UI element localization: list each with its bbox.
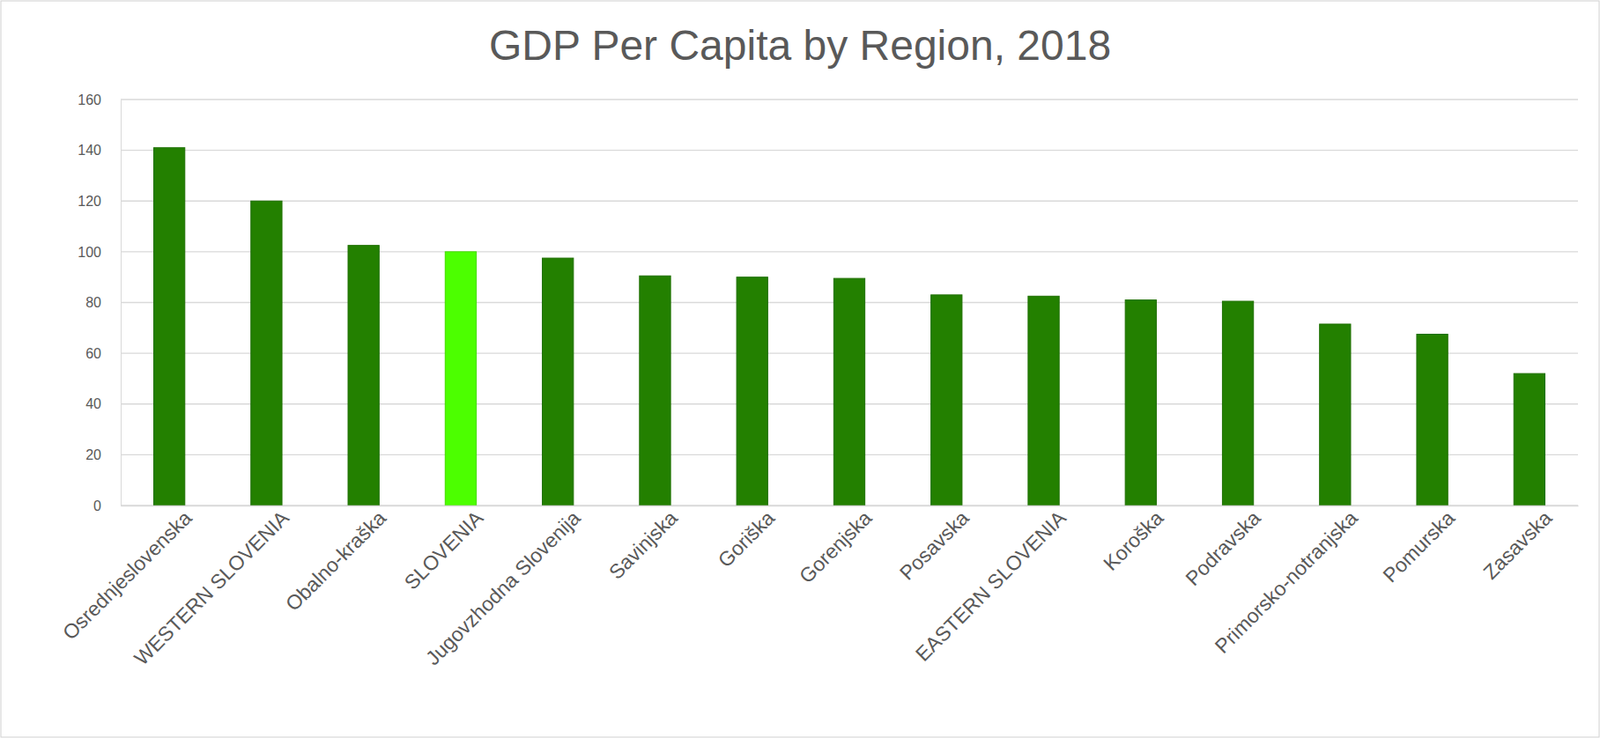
x-tick-label: Goriška [713,506,780,573]
x-tick: SLOVENIA [400,505,489,594]
y-tick: 60 [85,346,121,362]
bar [1319,324,1351,506]
x-tick: Podravska [1180,505,1265,591]
x-tick-label: Obalno-kraška [281,506,391,616]
bar [348,245,379,506]
x-tick-label: Podravska [1180,506,1265,591]
y-tick: 0 [93,498,121,514]
y-tick-label: 80 [85,295,102,311]
x-tick-label: Savinjska [604,506,682,585]
bar [444,251,476,506]
bars [153,148,1545,506]
bar [1028,296,1060,506]
grid [120,99,1578,506]
y-tick: 140 [77,142,121,158]
x-tick: WESTERN SLOVENIA [129,505,294,670]
x-tick: Goriška [713,505,780,572]
x-tick: Gorenjska [794,505,877,588]
y-tick: 160 [77,92,121,108]
x-tick: Jugovzhodna Slovenija [421,505,586,670]
x-tick: Koroška [1098,505,1168,576]
y-tick: 40 [85,396,121,412]
y-tick-label: 140 [77,142,102,158]
x-tick-label: Posavska [895,506,974,586]
bar [736,277,768,506]
grid-line [120,98,1578,100]
grid-line [120,251,1578,252]
bar [1125,300,1156,506]
chart-frame [0,0,1600,738]
grid-line [120,149,1578,151]
y-tick: 120 [77,193,121,209]
x-tick: Obalno-kraška [281,505,391,616]
y-tick-label: 60 [85,346,102,362]
x-tick-label: Koroška [1098,506,1168,576]
bar [833,278,865,506]
x-tick-label: EASTERN SLOVENIA [911,505,1072,667]
bar [1416,334,1448,506]
bar [639,275,671,506]
bar [931,295,963,506]
x-tick: EASTERN SLOVENIA [911,505,1072,667]
bar [251,200,282,506]
bar [153,148,185,506]
x-tick-label: SLOVENIA [400,505,489,594]
x-tick: Pomurska [1377,505,1460,587]
plot: 0 20 40 60 80 100 120 140 160 OsrednjeslovenskaWE… [58,92,1579,671]
title: GDP Per Capita by Region, 2018 [488,22,1112,69]
x-tick-label: Jugovzhodna Slovenija [421,506,586,671]
x-tick-label: Primorsko-notranjska [1210,506,1363,659]
x-tick: Savinjska [604,505,682,585]
x-axis: OsrednjeslovenskaWESTERN SLOVENIAObalno-… [58,505,1579,670]
grid-line [120,200,1578,202]
y-tick-label: 0 [93,498,102,514]
y-tick: 20 [85,447,121,463]
y-axis-line [120,100,122,507]
y-axis: 0 20 40 60 80 100 120 140 160 [77,92,121,514]
y-tick: 80 [85,295,121,311]
bar [1222,301,1253,506]
y-tick-label: 100 [77,244,102,260]
x-tick-label: Zasavska [1478,506,1556,585]
y-tick-label: 20 [85,447,102,463]
x-axis-line [121,505,1579,507]
x-tick-label: WESTERN SLOVENIA [129,505,294,670]
x-tick-label: Pomurska [1377,506,1460,588]
y-tick: 100 [77,244,121,260]
y-tick-label: 160 [77,92,102,108]
chart: 0 20 40 60 80 100 120 140 160 OsrednjeslovenskaWE… [0,0,1600,738]
bar [1513,373,1545,506]
x-tick: Primorsko-notranjska [1210,505,1363,659]
x-tick-label: Gorenjska [794,506,877,589]
y-tick-label: 120 [77,193,102,209]
x-tick: Posavska [895,505,974,586]
x-tick: Zasavska [1478,505,1556,585]
bar [542,258,574,506]
y-tick-label: 40 [85,396,102,412]
